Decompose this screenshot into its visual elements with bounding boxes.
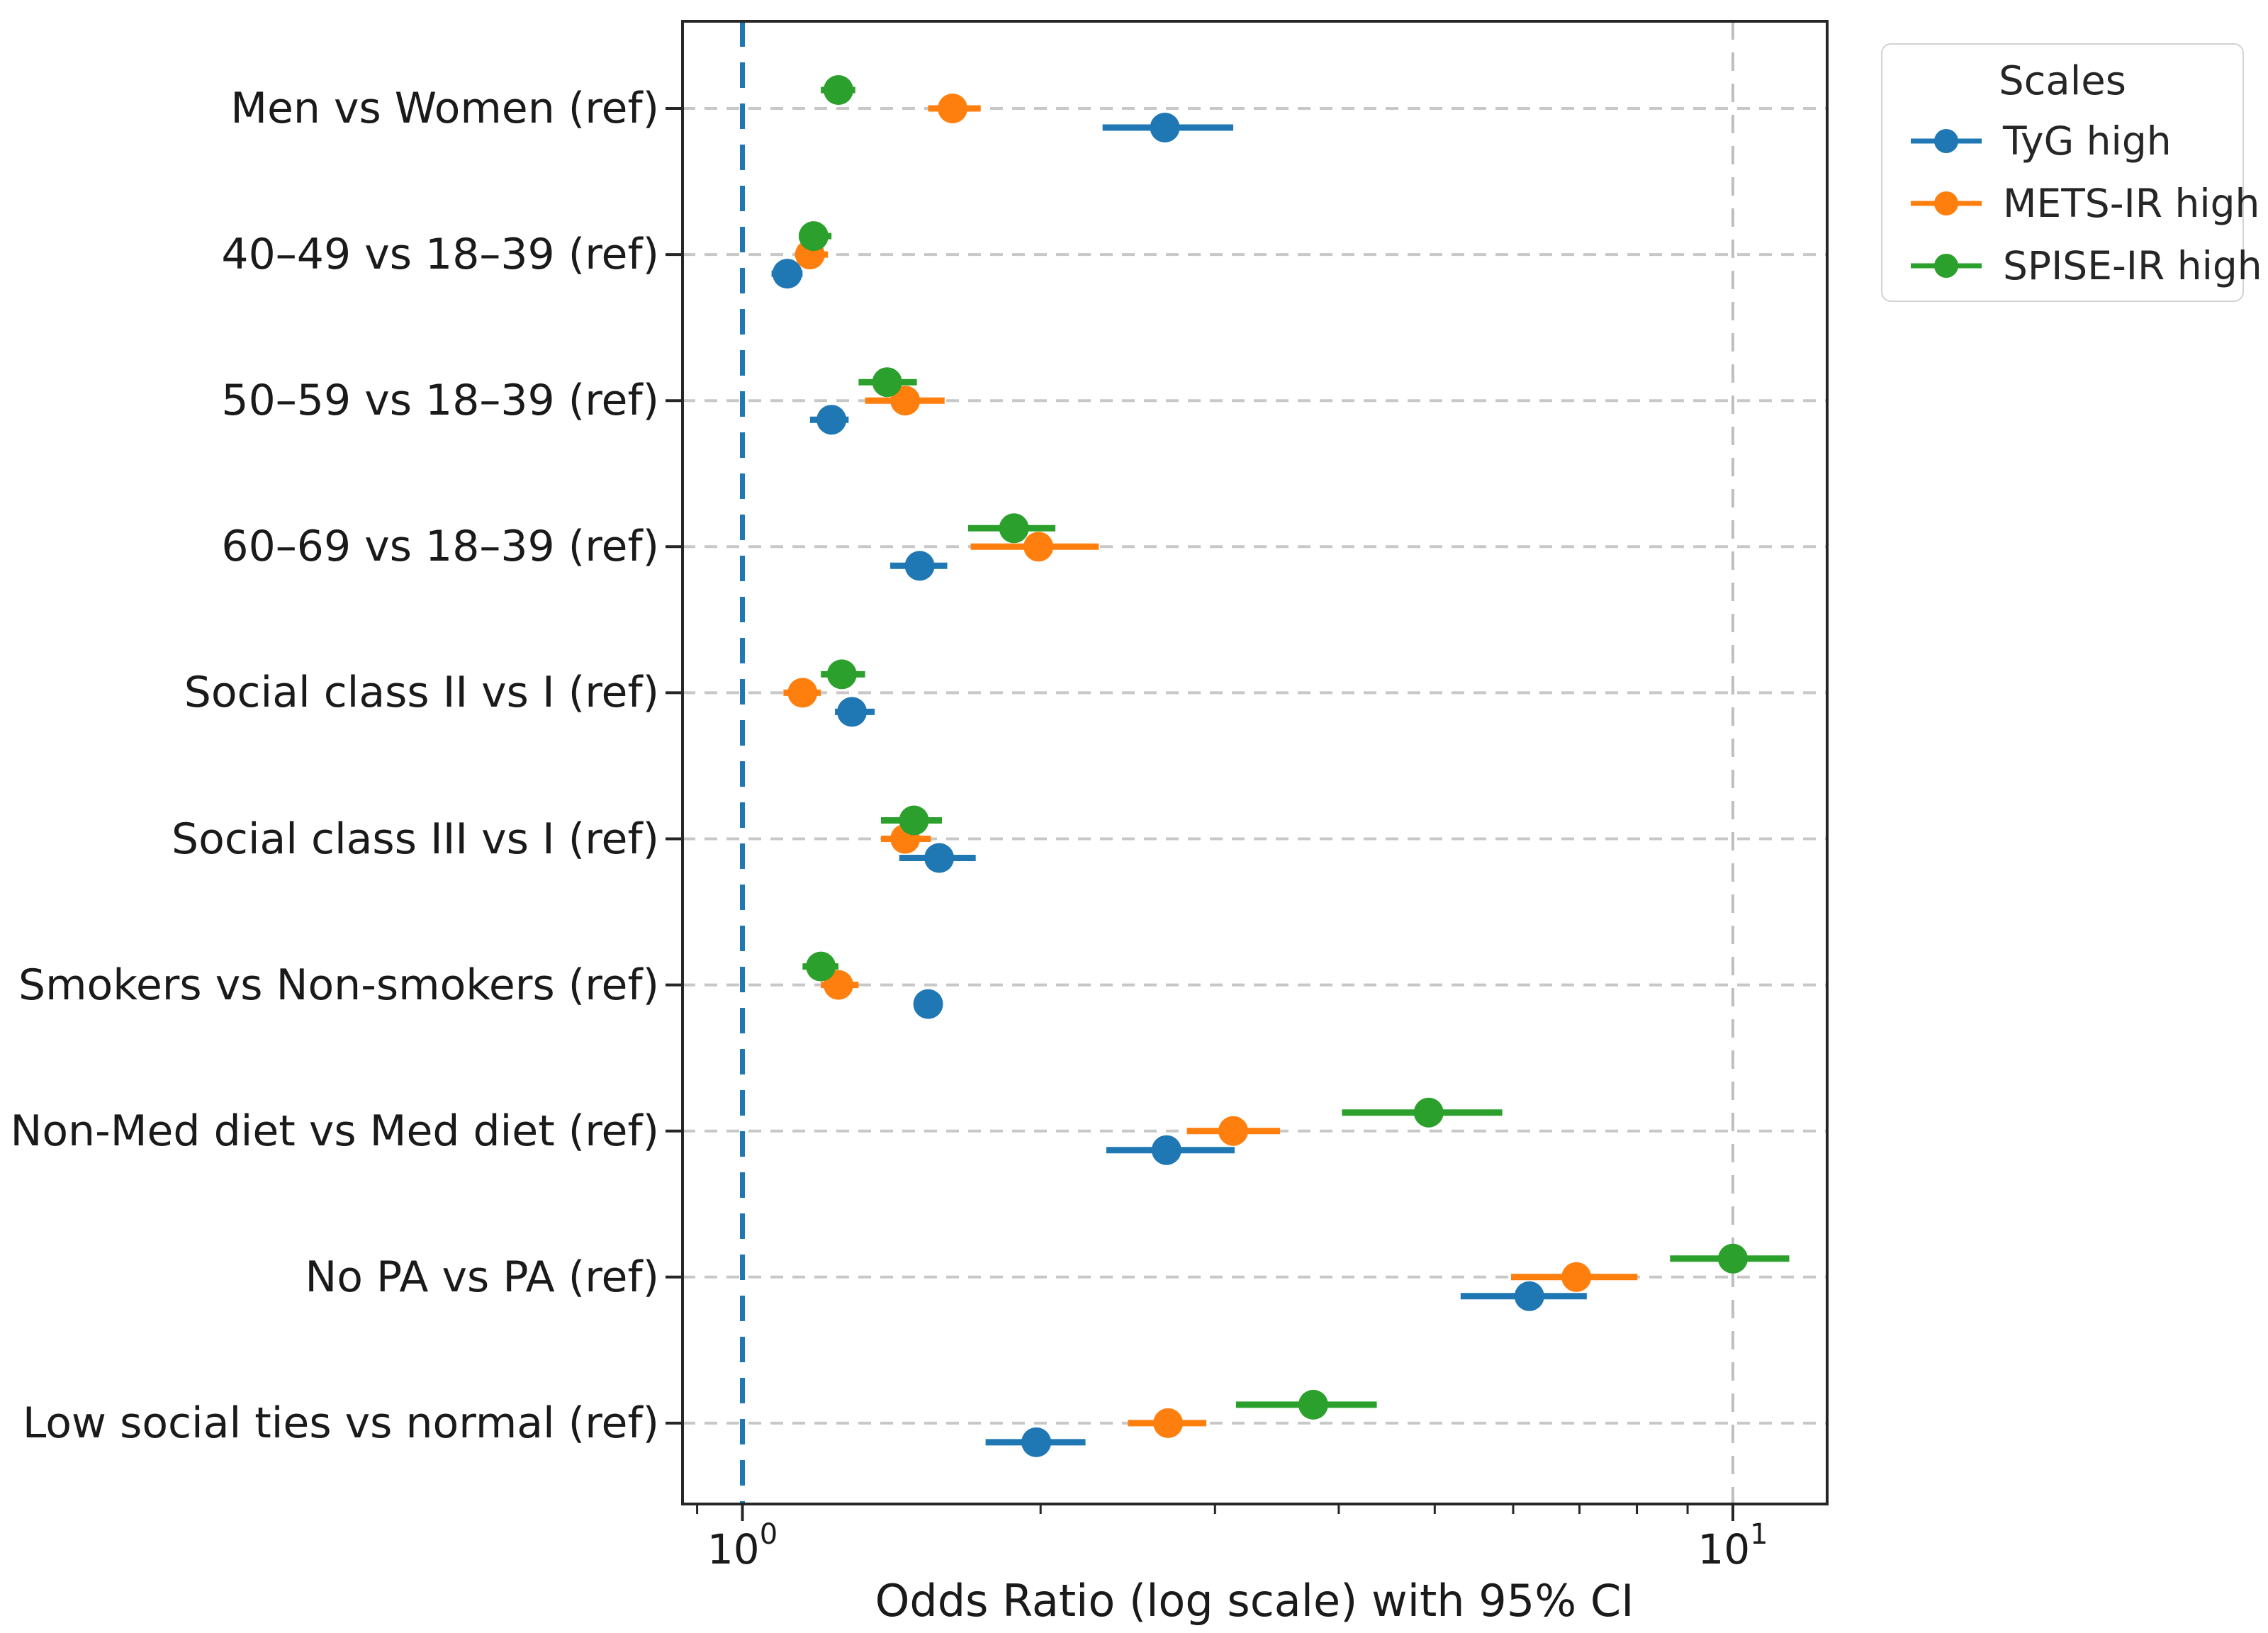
or-dot xyxy=(913,989,943,1019)
x-tick-label-10: 101 xyxy=(1697,1518,1768,1573)
or-dot xyxy=(1023,532,1054,562)
category-label: 50–59 vs 18–39 (ref) xyxy=(221,376,659,426)
or-dot xyxy=(999,513,1029,544)
axes-spines xyxy=(681,20,1829,1505)
or-dot xyxy=(1021,1427,1052,1457)
x-axis-label: Odds Ratio (log scale) with 95% CI xyxy=(875,1575,1634,1627)
legend-item: TyG high xyxy=(1882,110,2242,172)
legend-item: METS-IR high xyxy=(1882,172,2259,235)
errorbar-marker-icon xyxy=(1911,129,1982,153)
category-label: Men vs Women (ref) xyxy=(230,84,659,133)
category-label: 60–69 vs 18–39 (ref) xyxy=(221,522,659,572)
or-dot xyxy=(938,94,968,123)
or-dot xyxy=(1413,1097,1444,1128)
category-label: Low social ties vs normal (ref) xyxy=(22,1398,659,1448)
or-dot xyxy=(1718,1243,1748,1274)
or-dot xyxy=(1561,1262,1592,1292)
category-label: No PA vs PA (ref) xyxy=(305,1252,659,1302)
or-dot xyxy=(1153,1408,1184,1438)
legend-item-label: TyG high xyxy=(2003,118,2172,164)
category-label: Social class II vs I (ref) xyxy=(184,668,659,718)
errorbar-marker-icon xyxy=(1911,191,1982,215)
category-label: Smokers vs Non-smokers (ref) xyxy=(18,960,659,1010)
or-dot xyxy=(1514,1281,1544,1311)
legend-item-label: METS-IR high xyxy=(2003,181,2260,226)
or-dot xyxy=(816,405,847,435)
legend-box: Scales TyG high METS-IR high SPISE-IR hi… xyxy=(1881,43,2262,302)
or-dot xyxy=(826,659,857,690)
or-dot xyxy=(837,697,868,727)
or-dot xyxy=(872,367,902,398)
or-dot xyxy=(798,221,829,252)
legend-item: SPISE-IR high xyxy=(1882,235,2262,297)
or-dot xyxy=(899,805,929,836)
or-dot xyxy=(823,970,853,1000)
or-dot xyxy=(1150,113,1180,142)
or-dot xyxy=(1151,1135,1181,1165)
or-dot xyxy=(823,75,853,105)
legend-title: Scales xyxy=(1999,58,2126,104)
legend-item-label: SPISE-IR high xyxy=(2003,243,2262,288)
or-dot xyxy=(904,551,935,581)
or-dot xyxy=(890,386,921,416)
or-dot xyxy=(924,843,955,873)
x-tick-label-1: 100 xyxy=(707,1518,778,1573)
category-label: Social class III vs I (ref) xyxy=(172,814,659,864)
category-label: Non-Med diet vs Med diet (ref) xyxy=(10,1106,659,1156)
or-dot xyxy=(806,951,836,982)
or-dot xyxy=(787,678,818,708)
or-dot xyxy=(772,259,802,289)
or-dot xyxy=(1218,1116,1249,1146)
category-label: 40–49 vs 18–39 (ref) xyxy=(221,230,659,280)
errorbar-marker-icon xyxy=(1911,254,1982,278)
or-dot xyxy=(1298,1389,1328,1420)
